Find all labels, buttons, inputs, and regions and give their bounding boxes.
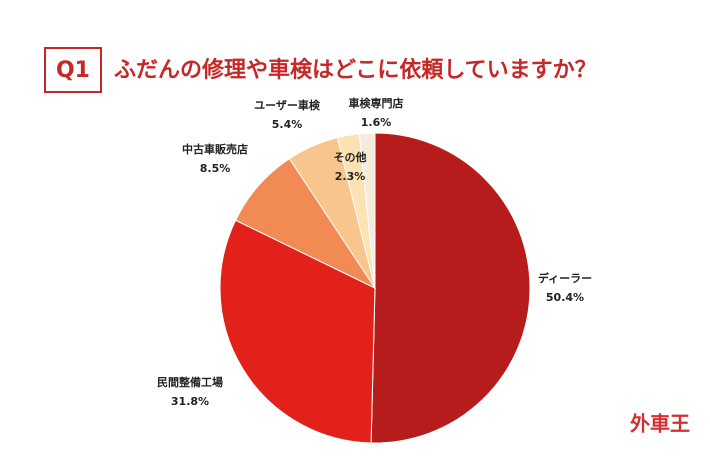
slice-label: 中古車販売店 <box>182 142 248 156</box>
slice-value: 8.5% <box>200 162 231 175</box>
slice-label: 民間整備工場 <box>157 375 223 389</box>
slice-label: ユーザー車検 <box>254 98 321 112</box>
chart-title: ふだんの修理や車検はどこに依頼していますか？ <box>114 57 597 83</box>
slice-label: その他 <box>334 150 367 164</box>
slice-value: 5.4% <box>272 118 303 131</box>
q-box <box>44 47 102 93</box>
pie-slice <box>370 132 531 444</box>
slice-label: 車検専門店 <box>349 96 404 110</box>
slice-value: 50.4% <box>546 291 584 304</box>
slice-label: ディーラー <box>538 271 592 285</box>
slice-value: 2.3% <box>335 170 366 183</box>
pie-slice <box>219 219 376 444</box>
pie-slice <box>358 132 376 289</box>
slice-value: 1.6% <box>361 116 392 129</box>
slice-value: 31.8% <box>171 395 209 408</box>
q-number: Q1 <box>56 58 90 83</box>
logo: 外車王 <box>630 412 690 436</box>
